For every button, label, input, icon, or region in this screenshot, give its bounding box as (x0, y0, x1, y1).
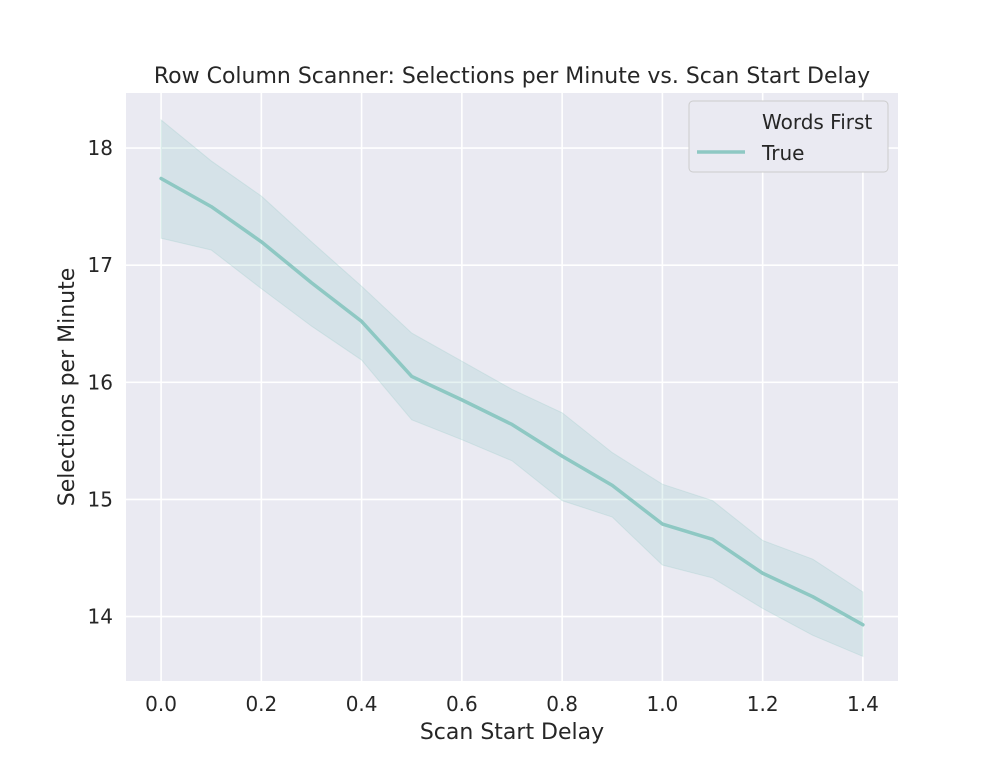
x-tick-label: 1.2 (747, 692, 779, 716)
y-tick-label: 17 (88, 253, 113, 277)
y-tick-labels: 14 15 16 17 18 (88, 136, 113, 629)
legend-title: Words First (762, 110, 872, 134)
chart-title: Row Column Scanner: Selections per Minut… (154, 64, 870, 89)
grid (126, 93, 898, 681)
x-tick-label: 0.6 (446, 692, 478, 716)
y-tick-label: 15 (88, 487, 113, 511)
data-marks (159, 118, 865, 658)
confidence-band (160, 118, 864, 658)
y-tick-label: 14 (88, 605, 113, 629)
x-tick-label: 0.0 (145, 692, 177, 716)
legend-box (688, 100, 889, 173)
plot-area (126, 93, 898, 681)
x-axis-label: Scan Start Delay (420, 720, 604, 745)
x-tick-label: 0.4 (346, 692, 378, 716)
x-tick-label: 1.0 (646, 692, 678, 716)
y-tick-label: 16 (88, 370, 113, 394)
x-tick-label: 0.8 (546, 692, 578, 716)
y-tick-label: 18 (88, 136, 113, 160)
x-tick-label: 1.4 (847, 692, 879, 716)
legend: Words First True (688, 100, 889, 173)
y-axis-label: Selections per Minute (55, 268, 80, 507)
legend-entry-true: True (761, 141, 804, 165)
x-tick-labels: 0.0 0.2 0.4 0.6 0.8 1.0 1.2 1.4 (145, 692, 879, 716)
x-tick-label: 0.2 (245, 692, 277, 716)
